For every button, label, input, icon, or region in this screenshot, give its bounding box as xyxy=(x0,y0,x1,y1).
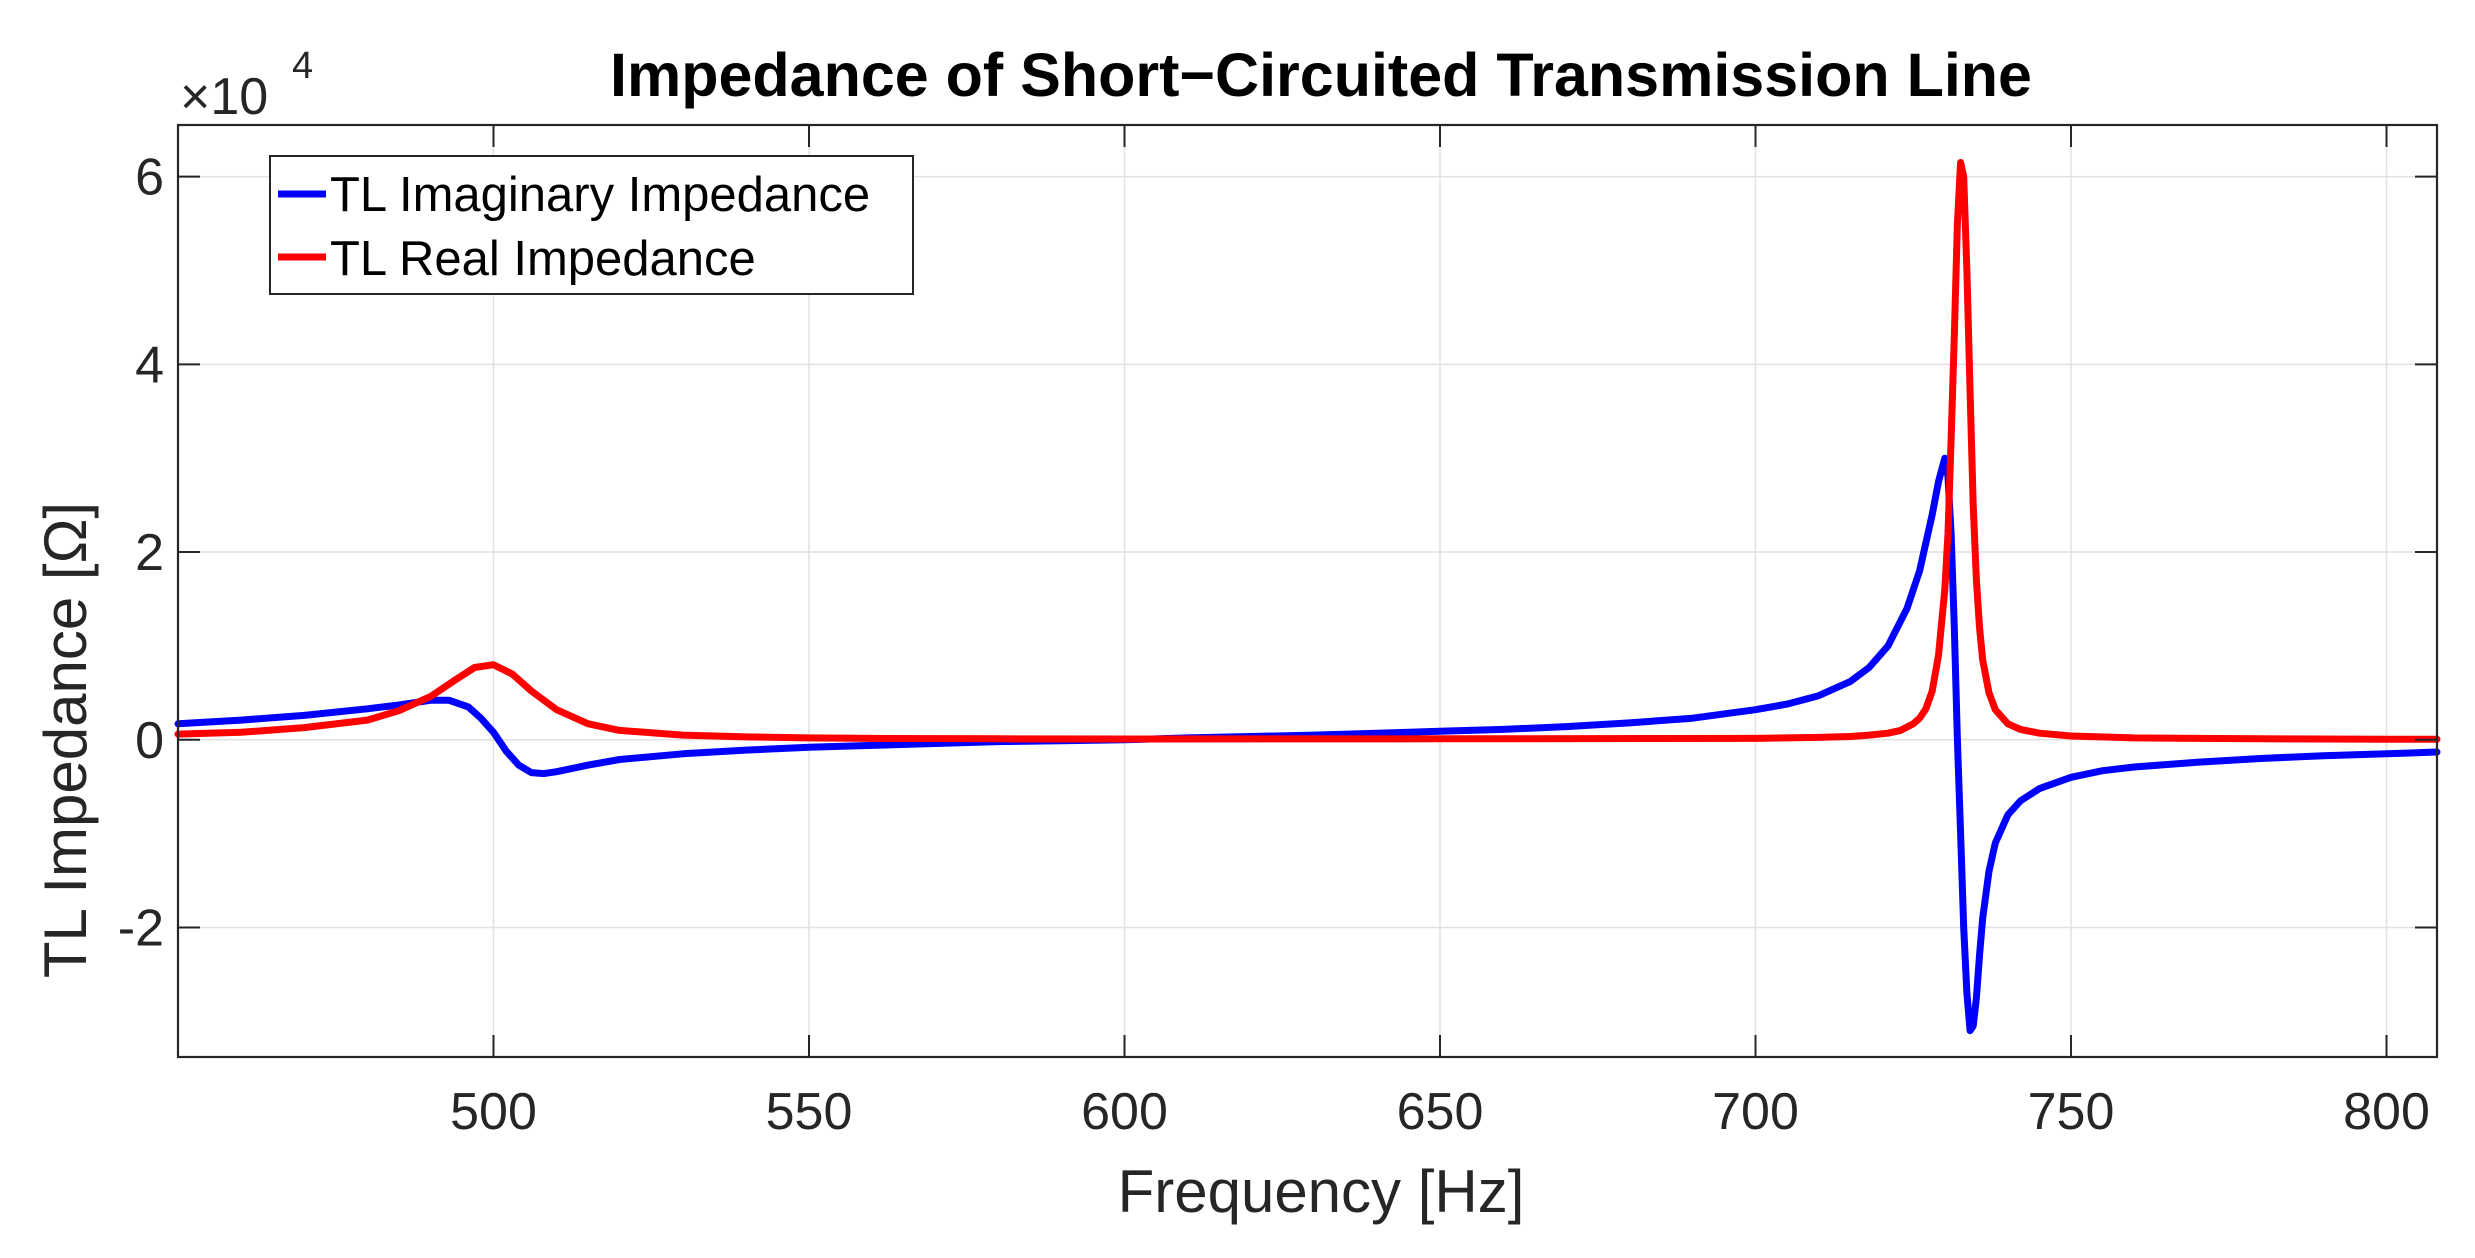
series-line-imaginary xyxy=(174,454,2441,1035)
y-tick-label: 6 xyxy=(135,149,164,207)
y-multiplier-base: ×10 xyxy=(180,68,268,126)
x-tick-label: 650 xyxy=(1397,1083,1484,1141)
x-tick-label: 550 xyxy=(766,1083,853,1141)
y-axis-label: TL Impedance [Ω] xyxy=(32,502,99,978)
y-tick-label: 2 xyxy=(135,524,164,582)
legend-label-imaginary: TL Imaginary Impedance xyxy=(330,168,870,222)
y-tick-label: 4 xyxy=(135,336,164,394)
x-tick-label: 750 xyxy=(2028,1083,2115,1141)
y-multiplier-exponent: 4 xyxy=(292,45,313,87)
chart-title: Impedance of Short−Circuited Transmissio… xyxy=(610,41,2032,109)
tick-labels: 500 550 600 650 700 750 800 -2 0 2 4 6 xyxy=(118,149,2430,1141)
series-line-real xyxy=(174,159,2441,743)
x-tick-label: 600 xyxy=(1081,1083,1168,1141)
y-tick-label: -2 xyxy=(118,899,164,957)
x-tick-label: 800 xyxy=(2343,1083,2430,1141)
legend: TL Imaginary Impedance TL Real Impedance xyxy=(269,155,914,295)
grid-lines xyxy=(178,125,2437,1057)
legend-box xyxy=(269,155,914,295)
x-tick-label: 500 xyxy=(450,1083,537,1141)
axes-box xyxy=(176,123,2439,1059)
legend-label-real: TL Real Impedance xyxy=(330,232,756,286)
series-lines xyxy=(174,159,2441,1035)
y-axis-multiplier: ×10 4 xyxy=(180,45,313,126)
tick-marks xyxy=(178,125,2437,1057)
x-axis-label: Frequency [Hz] xyxy=(1118,1158,1525,1225)
x-tick-label: 700 xyxy=(1712,1083,1799,1141)
y-tick-label: 0 xyxy=(135,712,164,770)
